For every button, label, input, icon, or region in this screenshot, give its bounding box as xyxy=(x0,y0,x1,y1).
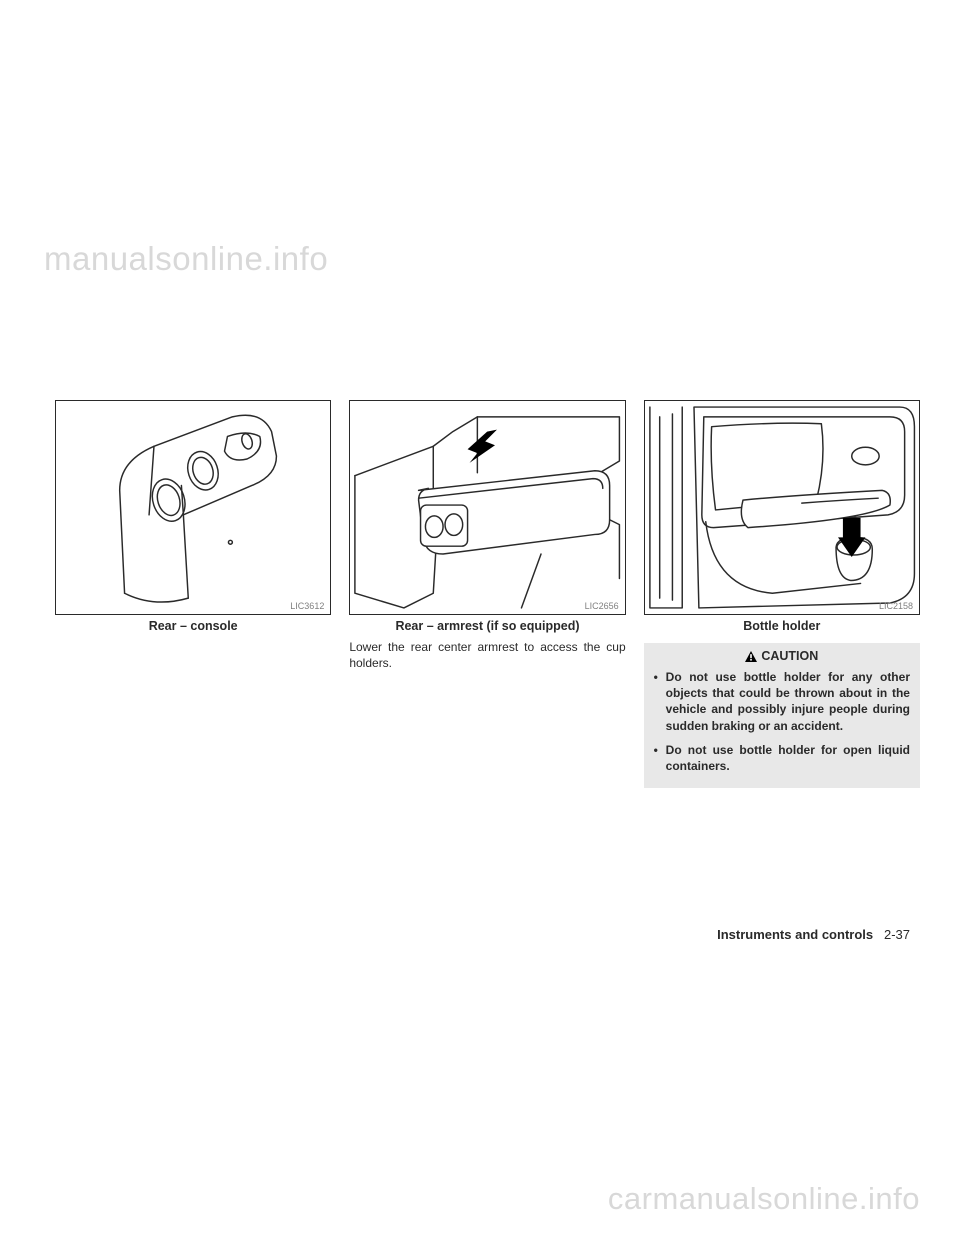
column-rear-console: LIC3612 Rear – console xyxy=(55,400,331,788)
caution-item: Do not use bottle holder for any other o… xyxy=(654,669,910,734)
caution-label: CAUTION xyxy=(761,649,818,663)
body-rear-armrest: Lower the rear center armrest to access … xyxy=(349,639,625,671)
caution-item: Do not use bottle holder for open liquid… xyxy=(654,742,910,774)
caption-rear-armrest: Rear – armrest (if so equipped) xyxy=(349,619,625,633)
figure-rear-console: LIC3612 xyxy=(55,400,331,615)
figure-id: LIC2158 xyxy=(879,601,913,611)
column-rear-armrest: LIC2656 Rear – armrest (if so equipped) … xyxy=(349,400,625,788)
column-bottle-holder: LIC2158 Bottle holder CAUTION Do not use… xyxy=(644,400,920,788)
figure-id: LIC2656 xyxy=(585,601,619,611)
illustration-rear-console xyxy=(56,401,330,614)
footer-section: Instruments and controls xyxy=(717,927,873,942)
caution-list: Do not use bottle holder for any other o… xyxy=(654,669,910,774)
illustration-rear-armrest xyxy=(350,401,624,614)
page-content: LIC3612 Rear – console xyxy=(55,400,920,788)
figure-rear-armrest: LIC2656 xyxy=(349,400,625,615)
page-footer: Instruments and controls 2-37 xyxy=(717,927,910,942)
warning-icon xyxy=(745,651,757,662)
caution-box: CAUTION Do not use bottle holder for any… xyxy=(644,643,920,788)
caution-header: CAUTION xyxy=(654,649,910,663)
figure-id: LIC3612 xyxy=(290,601,324,611)
caption-rear-console: Rear – console xyxy=(55,619,331,633)
figure-bottle-holder: LIC2158 xyxy=(644,400,920,615)
watermark-top: manualsonline.info xyxy=(44,240,328,278)
illustration-bottle-holder xyxy=(645,401,919,614)
caption-bottle-holder: Bottle holder xyxy=(644,619,920,633)
watermark-bottom: carmanualsonline.info xyxy=(608,1181,920,1217)
footer-page: 2-37 xyxy=(884,927,910,942)
